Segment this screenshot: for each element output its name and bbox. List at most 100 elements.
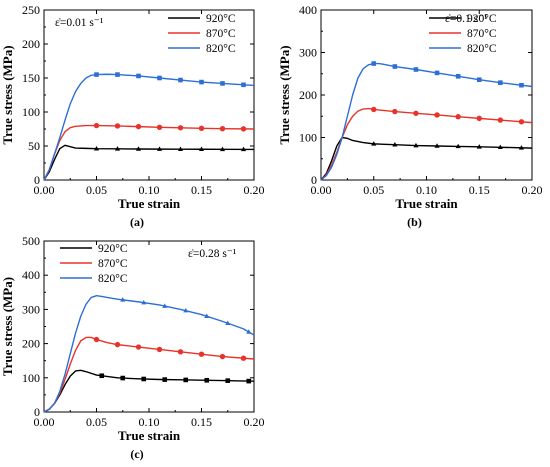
square-marker <box>183 377 189 383</box>
circle-marker <box>219 353 226 360</box>
y-tick-label: 100 <box>22 371 40 385</box>
series-line <box>320 136 533 181</box>
legend-label: 820°C <box>467 43 497 55</box>
square-marker <box>455 74 461 79</box>
series-line <box>43 144 255 181</box>
legend: 920°C 870°C 820°C <box>168 13 236 55</box>
triangle-marker <box>135 146 142 151</box>
circle-marker <box>219 125 226 132</box>
square-marker <box>99 373 105 379</box>
axis-ticks: 0.00 0.05 0.10 0.15 0.20 0 100 200 300 400 <box>299 3 543 197</box>
x-tick-label: 0.10 <box>139 415 160 429</box>
circle-marker <box>177 349 184 355</box>
circle-marker <box>392 108 398 115</box>
circle-marker <box>198 351 205 357</box>
x-tick-label: 0.05 <box>86 415 107 429</box>
x-tick-label: 0.20 <box>244 415 265 429</box>
plot-area-frame <box>43 240 255 413</box>
data-series-group <box>43 295 255 413</box>
square-marker <box>136 73 141 79</box>
triangle-marker <box>413 142 419 148</box>
y-tick-label: 50 <box>28 139 40 153</box>
series-920°C <box>43 144 255 181</box>
circle-marker <box>135 344 142 350</box>
x-tick-label: 0.00 <box>34 183 55 197</box>
square-marker <box>392 64 398 69</box>
legend-label: 870°C <box>467 28 497 40</box>
legend-label: 920°C <box>467 13 497 25</box>
circle-marker <box>114 341 121 348</box>
circle-marker <box>476 115 482 122</box>
triangle-marker <box>434 143 440 148</box>
circle-marker <box>198 125 205 132</box>
panel-label: (a) <box>130 215 144 229</box>
square-marker <box>498 80 503 85</box>
chart-panel-c: 0.00 0.05 0.10 0.15 0.20 0 100 200 300 400 500 920… <box>0 234 265 461</box>
legend-item: 920°C <box>168 13 236 25</box>
strain-rate-annotation: ε̇=0.1 s⁻¹ <box>445 13 488 25</box>
y-tick-label: 200 <box>22 337 40 351</box>
series-820°C <box>43 72 255 181</box>
x-axis-label: True strain <box>395 196 458 211</box>
series-line <box>320 107 533 181</box>
square-marker <box>157 75 162 81</box>
y-tick-label: 150 <box>22 71 40 85</box>
triangle-marker <box>204 313 210 318</box>
y-tick-label: 0 <box>34 173 40 187</box>
legend-label: 870°C <box>98 258 128 270</box>
triangle-marker <box>246 329 252 334</box>
square-marker <box>162 377 168 382</box>
square-marker <box>413 67 419 72</box>
y-axis-label: True stress (MPa) <box>277 45 292 144</box>
series-870°C <box>320 106 533 181</box>
triangle-marker <box>392 142 398 147</box>
y-tick-label: 100 <box>22 105 40 119</box>
legend-label: 820°C <box>206 43 236 55</box>
square-marker <box>94 72 99 77</box>
triangle-marker <box>497 144 503 150</box>
axis-ticks: 0.00 0.05 0.10 0.15 0.20 0 100 200 300 400 500 <box>22 234 265 429</box>
triangle-marker <box>219 146 226 152</box>
series-line <box>43 369 255 413</box>
x-tick-label: 0.15 <box>191 183 212 197</box>
legend-label: 820°C <box>98 273 128 285</box>
y-tick-label: 300 <box>22 302 40 316</box>
triangle-marker <box>518 145 524 150</box>
square-marker <box>476 77 482 82</box>
square-marker <box>246 378 252 384</box>
x-tick-label: 0.10 <box>139 183 160 197</box>
legend-label: 870°C <box>206 28 236 40</box>
circle-marker <box>240 355 247 361</box>
circle-marker <box>497 117 504 123</box>
chart-panel-b: 0.00 0.05 0.10 0.15 0.20 0 100 200 300 400 920°C 8… <box>277 3 543 229</box>
circle-marker <box>371 106 377 113</box>
square-marker <box>371 61 377 66</box>
series-920°C <box>43 369 255 413</box>
square-marker <box>199 79 204 85</box>
legend-label: 920°C <box>98 243 128 255</box>
series-line <box>320 62 533 181</box>
square-marker <box>178 77 183 83</box>
square-marker <box>434 70 440 76</box>
x-tick-label: 0.00 <box>311 183 332 197</box>
triangle-marker <box>141 299 147 305</box>
triangle-marker <box>162 303 168 308</box>
triangle-marker <box>476 144 482 149</box>
x-tick-label: 0.10 <box>416 183 437 197</box>
x-tick-label: 0.15 <box>469 183 490 197</box>
square-marker <box>204 377 210 383</box>
legend: 920°C 870°C 820°C <box>60 243 128 285</box>
y-tick-label: 0 <box>34 405 40 419</box>
square-marker <box>115 72 120 77</box>
circle-marker <box>114 123 121 129</box>
series-920°C <box>320 136 533 181</box>
legend-item: 870°C <box>429 28 497 40</box>
strain-rate-annotation: ε̇=0.01 s⁻¹ <box>55 17 104 29</box>
data-series-group <box>43 72 255 181</box>
series-line <box>43 124 255 181</box>
circle-marker <box>177 125 184 131</box>
circle-marker <box>455 113 461 120</box>
triangle-marker <box>455 143 461 149</box>
x-tick-label: 0.15 <box>191 415 212 429</box>
